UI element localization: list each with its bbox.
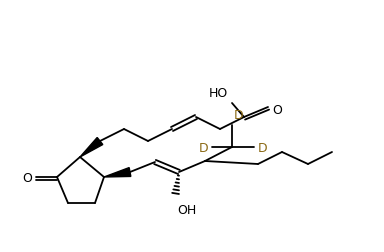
Text: O: O xyxy=(272,104,282,116)
Text: D: D xyxy=(234,109,243,121)
Text: D: D xyxy=(258,141,268,154)
Text: D: D xyxy=(199,141,208,154)
Text: O: O xyxy=(22,171,32,184)
Polygon shape xyxy=(80,138,103,158)
Text: OH: OH xyxy=(177,203,196,216)
Text: HO: HO xyxy=(209,87,228,100)
Polygon shape xyxy=(104,168,131,177)
